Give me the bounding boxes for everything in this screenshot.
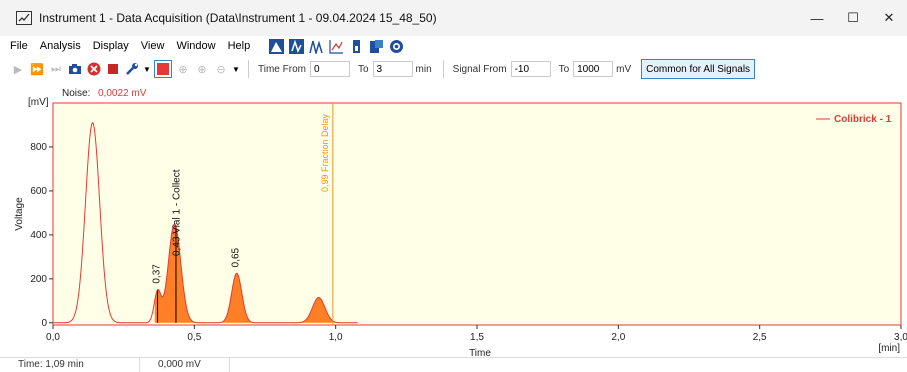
zoom-in-icon[interactable]: ⊕ (197, 63, 207, 76)
mountain-icon[interactable] (268, 38, 284, 54)
noise-label: Noise: (62, 88, 90, 99)
close-button[interactable]: ✕ (883, 10, 895, 25)
vial-collect-label: 0,43 Vial 1 - Collect (172, 169, 183, 256)
chromatogram-panel: 0,0 0,5 1,0 1,5 2,0 2,5 3,0 0 200 400 600 800 0,37 0,… (0, 84, 907, 359)
chevron-down-icon[interactable]: ▼ (143, 64, 151, 74)
record-stop-icon[interactable] (154, 60, 172, 78)
x-axis-title: Time (469, 348, 491, 356)
time-from-label: Time From (258, 63, 306, 75)
signal-to-label: To (558, 63, 570, 75)
peak-time-label: 0,37 (152, 264, 163, 284)
abort-icon[interactable] (86, 61, 102, 77)
fraction-delay-label: 0,99 Fraction Delay (320, 113, 330, 192)
fast-forward-icon[interactable]: ⏩ (30, 63, 44, 76)
menu-window[interactable]: Window (176, 40, 216, 52)
maximize-button[interactable]: ☐ (847, 10, 859, 25)
wrench-icon[interactable] (124, 61, 140, 77)
signal-from-input[interactable] (510, 61, 551, 77)
toolbar-separator (248, 60, 249, 78)
status-time: Time: 1,09 min (0, 357, 140, 372)
time-from-input[interactable] (309, 61, 350, 77)
minimize-button[interactable]: — (810, 10, 824, 26)
peaks-icon[interactable] (308, 38, 324, 54)
integrate-icon[interactable] (288, 38, 304, 54)
y-tick-label: 800 (30, 142, 47, 153)
signal-unit: mV (616, 63, 632, 75)
y-tick-label: 200 (30, 274, 47, 285)
y-tick-label: 400 (30, 230, 47, 241)
menu-file[interactable]: File (10, 40, 28, 52)
time-to-input[interactable] (372, 61, 413, 77)
common-for-all-signals-button[interactable]: Common for All Signals (641, 59, 756, 79)
plot-area[interactable] (52, 102, 902, 326)
x-tick-label: 3,0 (894, 332, 907, 343)
collected-fraction-4 (298, 297, 336, 323)
stop-icon[interactable] (105, 61, 121, 77)
y-tick-label: 600 (30, 186, 47, 197)
toolbar-separator (442, 60, 444, 78)
acquisition-toolbar: ▶ ⏩ ⏭ ▼ ⊕ ⊕ ⊖ ▼ Time From To min Signal … (0, 57, 907, 81)
time-to-label: To (357, 63, 369, 75)
time-unit: min (415, 63, 432, 75)
x-tick-label: 1,0 (329, 332, 343, 343)
menu-analysis[interactable]: Analysis (39, 40, 81, 52)
legend-entry: Colibrick - 1 (834, 114, 892, 125)
peak-time-label: 0,65 (231, 247, 242, 267)
title-bar: Instrument 1 - Data Acquisition (Data\In… (0, 0, 907, 36)
status-value: 0,000 mV (140, 357, 230, 372)
y-unit-label: [mV] (28, 97, 49, 108)
chart-app-icon (16, 11, 32, 25)
status-bar: Time: 1,09 min 0,000 mV (0, 357, 907, 372)
window-title: Instrument 1 - Data Acquisition (Data\In… (39, 11, 437, 25)
target-icon[interactable] (388, 38, 404, 54)
y-tick-label: 0 (41, 318, 47, 329)
collected-fraction-3 (222, 273, 257, 323)
x-tick-label: 2,0 (611, 332, 625, 343)
x-unit-label: [min] (878, 343, 900, 354)
x-tick-label: 2,5 (753, 332, 767, 343)
y-axis-title: Voltage (14, 197, 25, 231)
camera-icon[interactable] (67, 61, 83, 77)
report-icon[interactable] (368, 38, 384, 54)
x-tick-label: 0,5 (187, 332, 201, 343)
chromatogram-chart[interactable]: 0,0 0,5 1,0 1,5 2,0 2,5 3,0 0 200 400 600 800 0,37 0,… (0, 84, 907, 359)
step-icon[interactable]: ⏭ (51, 62, 61, 75)
x-tick-label: 0,0 (46, 332, 60, 343)
zoom-area-icon[interactable]: ⊕ (178, 63, 188, 76)
menu-bar: File Analysis Display View Window Help (0, 36, 907, 56)
menu-help[interactable]: Help (227, 40, 251, 52)
collected-fraction-2 (175, 226, 195, 323)
menu-view[interactable]: View (140, 40, 165, 52)
overlay-chart-icon[interactable] (328, 38, 344, 54)
play-icon[interactable]: ▶ (13, 63, 23, 76)
zoom-dropdown-icon[interactable]: ▼ (232, 64, 240, 74)
vial-icon[interactable] (348, 38, 364, 54)
zoom-out-icon[interactable]: ⊖ (216, 63, 226, 76)
noise-value: 0,0022 mV (98, 88, 147, 99)
collected-fraction-1 (154, 223, 176, 323)
signal-to-input[interactable] (573, 61, 614, 77)
signal-line (53, 122, 358, 324)
signal-from-label: Signal From (452, 63, 507, 75)
menu-display[interactable]: Display (92, 40, 129, 52)
x-tick-label: 1,5 (470, 332, 484, 343)
